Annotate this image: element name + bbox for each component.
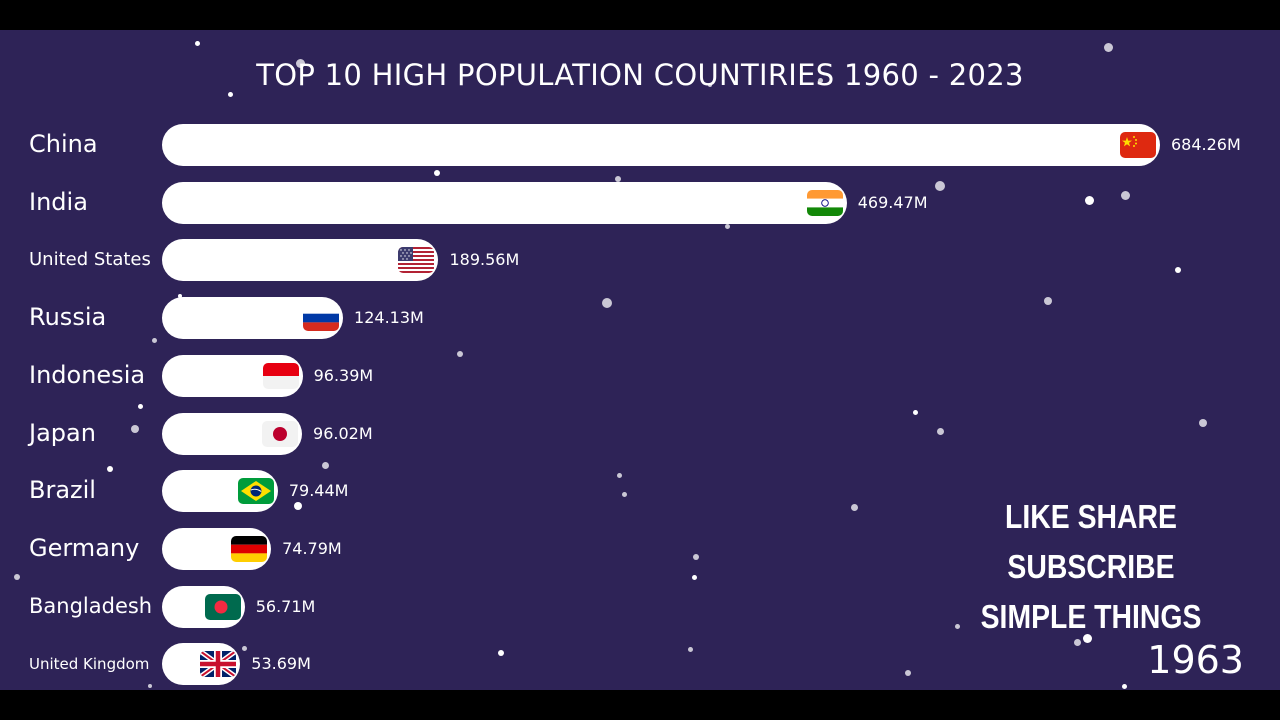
snow-dot (294, 502, 302, 510)
snow-dot (227, 91, 233, 97)
snow-dot (457, 351, 463, 357)
country-label-china: China (29, 130, 98, 159)
value-label-japan: 96.02M (313, 423, 373, 443)
snow-dot (1121, 683, 1127, 689)
snow-dot (131, 425, 139, 433)
snow-dot (615, 176, 621, 182)
snow-dot (708, 83, 712, 87)
value-label-indonesia: 96.39M (313, 365, 374, 385)
snow-dot (687, 646, 693, 652)
uk-flag-icon (200, 651, 237, 678)
bangladesh-flag-icon (204, 593, 241, 620)
value-label-china: 684.26M (1171, 135, 1241, 154)
snow-dot (151, 337, 157, 343)
snow-dot (321, 461, 329, 469)
snow-dot (295, 58, 305, 68)
country-label-united-kingdom: United Kingdom (29, 655, 150, 673)
value-label-brazil: 79.44M (288, 481, 349, 501)
snow-dot (693, 554, 699, 560)
snow-dot (935, 181, 945, 191)
snow-dot (616, 472, 622, 478)
snow-dot (905, 670, 911, 676)
value-label-bangladesh: 56.71M (255, 596, 316, 616)
snow-dot (241, 645, 247, 651)
germany-flag-icon (231, 535, 268, 562)
snow-dot (817, 77, 823, 83)
snow-dot (1103, 42, 1113, 52)
japan-flag-icon (262, 420, 299, 447)
snow-dots-background (0, 30, 1280, 690)
snow-dot (137, 403, 143, 409)
china-flag-icon (1120, 132, 1156, 158)
usa-flag-icon (398, 247, 435, 274)
snow-dot (621, 491, 627, 497)
chart-title: TOP 10 HIGH POPULATION COUNTIRIES 1960 -… (256, 58, 1024, 92)
country-label-indonesia: Indonesia (29, 360, 146, 389)
bar-india (162, 181, 847, 224)
promo-line-2: SIMPLE THINGS (980, 598, 1202, 635)
country-label-brazil: Brazil (29, 476, 96, 505)
promo-line-1: LIKE SHARE SUBSCRIBE (1005, 498, 1177, 585)
snow-dot (434, 170, 440, 176)
country-label-united-states: United States (29, 249, 151, 271)
year-label: 1963 (1147, 638, 1244, 682)
snow-dot (724, 223, 730, 229)
chart-stage: TOP 10 HIGH POPULATION COUNTIRIES 1960 -… (0, 30, 1280, 690)
snow-dot (1073, 638, 1081, 646)
snow-dot (1175, 267, 1181, 273)
bar-united-states (162, 239, 439, 282)
brazil-flag-icon (237, 478, 274, 505)
country-label-india: India (29, 187, 88, 216)
value-label-russia: 124.13M (354, 308, 424, 328)
snow-dot (148, 684, 152, 688)
snow-dot (1084, 195, 1094, 205)
country-label-bangladesh: Bangladesh (29, 593, 153, 618)
snow-dot (602, 298, 612, 308)
value-label-germany: 74.79M (282, 538, 342, 558)
snow-dot (178, 294, 182, 298)
snow-dot (1044, 297, 1052, 305)
value-label-united-states: 189.56M (449, 250, 520, 270)
snow-dot (691, 574, 697, 580)
snow-dot (1199, 419, 1207, 427)
snow-dot (954, 623, 960, 629)
india-flag-icon (806, 189, 843, 216)
snow-dot (850, 503, 858, 511)
promo-text: LIKE SHARE SUBSCRIBE SIMPLE THINGS (961, 492, 1221, 642)
indonesia-flag-icon (262, 362, 299, 389)
country-label-germany: Germany (29, 534, 140, 563)
country-label-russia: Russia (29, 303, 107, 332)
snow-dot (194, 40, 200, 46)
snow-dot (107, 466, 113, 472)
snow-dot (1120, 190, 1130, 200)
bar-china (162, 124, 1160, 166)
snow-dot (936, 427, 944, 435)
value-label-india: 469.47M (857, 192, 928, 212)
value-label-united-kingdom: 53.69M (251, 654, 311, 674)
snow-dot (498, 650, 504, 656)
russia-flag-icon (303, 305, 340, 332)
snow-dot (14, 574, 20, 580)
snow-dot (912, 409, 918, 415)
country-label-japan: Japan (29, 418, 96, 447)
snow-dot (1082, 633, 1092, 643)
